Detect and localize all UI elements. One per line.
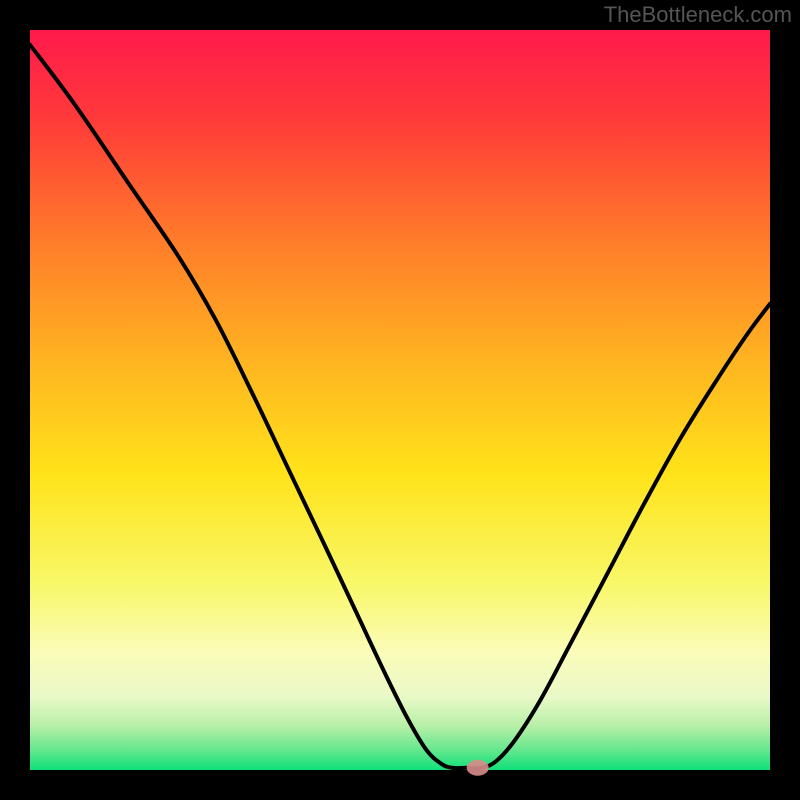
- watermark-text: TheBottleneck.com: [604, 2, 792, 28]
- plot-background: [30, 30, 770, 770]
- bottleneck-curve-chart: [0, 0, 800, 800]
- chart-canvas: TheBottleneck.com: [0, 0, 800, 800]
- optimal-point-marker: [467, 760, 489, 776]
